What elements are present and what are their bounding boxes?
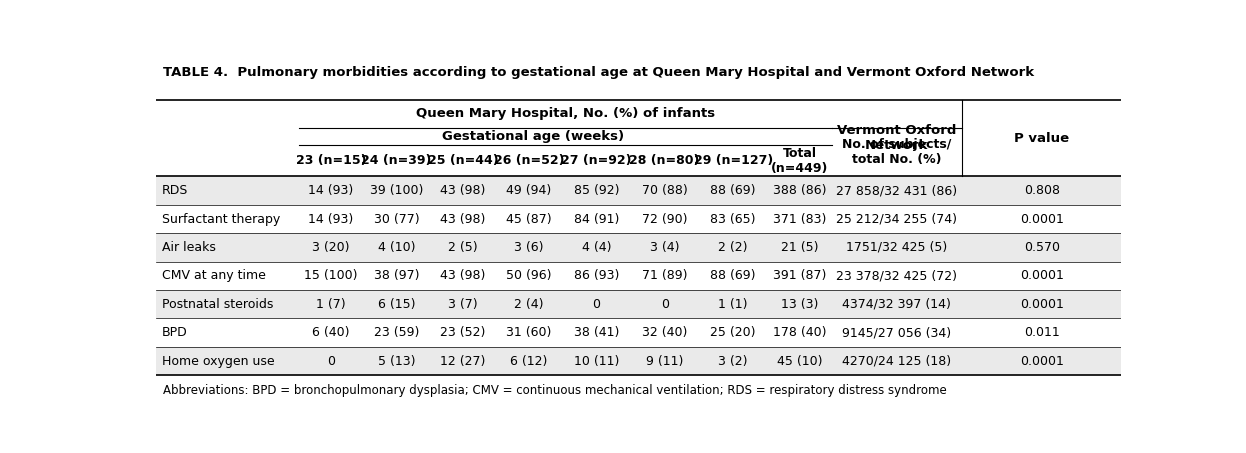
Text: CMV at any time: CMV at any time (162, 270, 265, 282)
Text: 4 (10): 4 (10) (378, 241, 415, 254)
Text: 6 (15): 6 (15) (378, 298, 415, 311)
Text: 83 (65): 83 (65) (710, 212, 756, 226)
Text: 1 (7): 1 (7) (316, 298, 346, 311)
Text: 72 (90): 72 (90) (642, 212, 688, 226)
Text: 2 (2): 2 (2) (719, 241, 748, 254)
Text: 25 (n=44): 25 (n=44) (427, 154, 498, 167)
Text: 0: 0 (326, 355, 335, 367)
Text: 23 (59): 23 (59) (374, 326, 420, 339)
Text: 43 (98): 43 (98) (440, 270, 486, 282)
Text: 0.0001: 0.0001 (1019, 298, 1064, 311)
Text: 43 (98): 43 (98) (440, 212, 486, 226)
Text: 4270/24 125 (18): 4270/24 125 (18) (842, 355, 952, 367)
Text: P value: P value (1014, 131, 1069, 145)
Text: 0: 0 (593, 298, 601, 311)
Text: Postnatal steroids: Postnatal steroids (162, 298, 273, 311)
Text: 4 (4): 4 (4) (582, 241, 612, 254)
Text: 1 (1): 1 (1) (719, 298, 748, 311)
Text: 43 (98): 43 (98) (440, 184, 486, 197)
Text: 178 (40): 178 (40) (773, 326, 826, 339)
Text: 15 (100): 15 (100) (304, 270, 358, 282)
Text: 23 378/32 425 (72): 23 378/32 425 (72) (836, 270, 957, 282)
Text: Gestational age (weeks): Gestational age (weeks) (442, 130, 624, 143)
Text: RDS: RDS (162, 184, 188, 197)
Text: No. of subjects/
total No. (%): No. of subjects/ total No. (%) (842, 138, 952, 166)
Text: Total
(n=449): Total (n=449) (771, 147, 829, 175)
Text: 39 (100): 39 (100) (370, 184, 424, 197)
Text: 3 (2): 3 (2) (719, 355, 748, 367)
Bar (156, 290, 1121, 318)
Text: 24 (n=39): 24 (n=39) (361, 154, 432, 167)
Text: 6 (12): 6 (12) (511, 355, 548, 367)
Text: 32 (40): 32 (40) (642, 326, 688, 339)
Text: 6 (40): 6 (40) (313, 326, 350, 339)
Bar (156, 262, 1121, 290)
Text: TABLE 4.  Pulmonary morbidities according to gestational age at Queen Mary Hospi: TABLE 4. Pulmonary morbidities according… (163, 66, 1034, 78)
Bar (156, 205, 1121, 233)
Text: 9 (11): 9 (11) (645, 355, 683, 367)
Text: 3 (7): 3 (7) (449, 298, 477, 311)
Text: 3 (20): 3 (20) (313, 241, 350, 254)
Text: 30 (77): 30 (77) (374, 212, 420, 226)
Text: 29 (n=127): 29 (n=127) (694, 154, 773, 167)
Text: 71 (89): 71 (89) (642, 270, 688, 282)
Text: 4374/32 397 (14): 4374/32 397 (14) (842, 298, 952, 311)
Text: 38 (41): 38 (41) (574, 326, 619, 339)
Text: 28 (n=80): 28 (n=80) (629, 154, 700, 167)
Text: 10 (11): 10 (11) (574, 355, 619, 367)
Text: 38 (97): 38 (97) (374, 270, 420, 282)
Text: Home oxygen use: Home oxygen use (162, 355, 274, 367)
Text: 0.0001: 0.0001 (1019, 212, 1064, 226)
Text: 14 (93): 14 (93) (309, 184, 354, 197)
Text: 1751/32 425 (5): 1751/32 425 (5) (846, 241, 947, 254)
Text: 50 (96): 50 (96) (506, 270, 552, 282)
Text: 0.808: 0.808 (1024, 184, 1060, 197)
Text: Vermont Oxford
Network: Vermont Oxford Network (837, 124, 957, 152)
Text: 45 (10): 45 (10) (778, 355, 822, 367)
Text: 26 (n=52): 26 (n=52) (493, 154, 564, 167)
Text: 85 (92): 85 (92) (574, 184, 619, 197)
Text: 2 (5): 2 (5) (449, 241, 477, 254)
Bar (156, 177, 1121, 205)
Text: 0: 0 (660, 298, 669, 311)
Text: 23 (n=15): 23 (n=15) (295, 154, 366, 167)
Text: 9145/27 056 (34): 9145/27 056 (34) (842, 326, 952, 339)
Text: 27 858/32 431 (86): 27 858/32 431 (86) (836, 184, 957, 197)
Bar (156, 318, 1121, 347)
Text: 391 (87): 391 (87) (774, 270, 826, 282)
Text: BPD: BPD (162, 326, 187, 339)
Text: 388 (86): 388 (86) (773, 184, 826, 197)
Text: Air leaks: Air leaks (162, 241, 216, 254)
Text: Surfactant therapy: Surfactant therapy (162, 212, 280, 226)
Bar (156, 347, 1121, 375)
Text: Abbreviations: BPD = bronchopulmonary dysplasia; CMV = continuous mechanical ven: Abbreviations: BPD = bronchopulmonary dy… (163, 384, 947, 397)
Text: 84 (91): 84 (91) (574, 212, 619, 226)
Text: 0.0001: 0.0001 (1019, 355, 1064, 367)
Text: 25 (20): 25 (20) (710, 326, 756, 339)
Text: 3 (6): 3 (6) (515, 241, 543, 254)
Text: 5 (13): 5 (13) (378, 355, 415, 367)
Text: 2 (4): 2 (4) (515, 298, 543, 311)
Text: 371 (83): 371 (83) (774, 212, 826, 226)
Text: 0.0001: 0.0001 (1019, 270, 1064, 282)
Text: 23 (52): 23 (52) (440, 326, 486, 339)
Text: 14 (93): 14 (93) (309, 212, 354, 226)
Text: 25 212/34 255 (74): 25 212/34 255 (74) (836, 212, 957, 226)
Text: 21 (5): 21 (5) (781, 241, 819, 254)
Bar (156, 233, 1121, 262)
Text: 31 (60): 31 (60) (506, 326, 552, 339)
Text: 45 (87): 45 (87) (506, 212, 552, 226)
Text: 88 (69): 88 (69) (710, 184, 756, 197)
Text: 70 (88): 70 (88) (642, 184, 688, 197)
Text: 0.011: 0.011 (1024, 326, 1059, 339)
Text: 27 (n=92): 27 (n=92) (561, 154, 632, 167)
Text: Queen Mary Hospital, No. (%) of infants: Queen Mary Hospital, No. (%) of infants (416, 107, 715, 120)
Text: 3 (4): 3 (4) (650, 241, 679, 254)
Text: 12 (27): 12 (27) (440, 355, 486, 367)
Text: 13 (3): 13 (3) (781, 298, 819, 311)
Text: 86 (93): 86 (93) (574, 270, 619, 282)
Text: 0.570: 0.570 (1024, 241, 1060, 254)
Text: 49 (94): 49 (94) (506, 184, 552, 197)
Text: 88 (69): 88 (69) (710, 270, 756, 282)
